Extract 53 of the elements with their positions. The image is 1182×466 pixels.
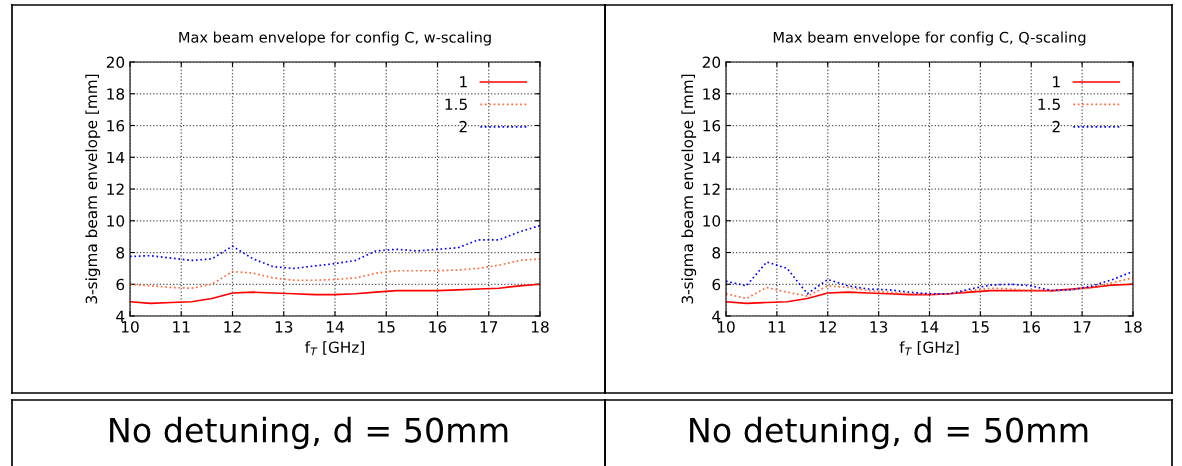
line-series <box>130 224 540 270</box>
y-tick-label: 18 <box>107 88 125 100</box>
y-tick-label: 16 <box>107 119 125 132</box>
x-axis-title: f$_{T}$ [GHz] <box>899 341 959 356</box>
x-tick-label: 17 <box>1074 321 1091 333</box>
y-tick-label: 14 <box>703 151 721 164</box>
legend-label: 2 <box>459 120 467 133</box>
chart-title: Max beam envelope for config C, Q-scaling <box>773 31 1086 46</box>
line-series <box>726 283 1133 305</box>
y-tick-label: 6 <box>116 278 125 291</box>
line-series <box>130 283 540 305</box>
y-tick-label: 4 <box>116 310 125 322</box>
y-tick-label: 14 <box>107 151 125 164</box>
y-tick-label: 4 <box>712 310 721 322</box>
legend-label: 1.5 <box>445 98 467 110</box>
x-tick-label: 13 <box>275 321 293 333</box>
x-tick-label: 17 <box>480 321 498 333</box>
y-tick-label: 10 <box>703 215 721 227</box>
legend-label: 2 <box>1052 120 1060 133</box>
x-tick-label: 16 <box>429 321 447 333</box>
x-tick-label: 12 <box>819 321 836 333</box>
x-tick-label: 12 <box>224 321 241 333</box>
y-tick-label: 20 <box>106 56 125 69</box>
x-tick-label: 13 <box>870 321 888 333</box>
y-tick-label: 12 <box>107 183 124 195</box>
x-tick-label: 14 <box>326 321 344 333</box>
x-tick-label: 15 <box>378 321 395 333</box>
x-axis-title: f$_{T}$ [GHz] <box>305 341 364 356</box>
legend-label: 1.5 <box>1038 98 1060 110</box>
x-tick-label: 18 <box>1124 321 1142 333</box>
chart-title: Max beam envelope for config C, w-scaling <box>179 31 491 46</box>
y-tick-label: 20 <box>702 56 721 69</box>
line-series <box>726 261 1133 295</box>
x-tick-label: 15 <box>972 321 989 333</box>
y-tick-label: 8 <box>712 246 721 259</box>
x-tick-label: 11 <box>173 321 190 333</box>
y-tick-label: 16 <box>703 119 721 132</box>
line-series <box>726 277 1133 300</box>
y-tick-label: 8 <box>116 246 125 259</box>
legend-label: 1 <box>460 76 467 88</box>
text: No detuning, d = 50mm <box>690 416 1088 450</box>
x-tick-label: 16 <box>1023 321 1041 333</box>
legend-label: 1 <box>1053 76 1060 88</box>
y-tick-label: 10 <box>107 215 125 227</box>
y-tick-label: 6 <box>712 278 721 291</box>
y-axis-title: 3-sigma beam envelope [mm] <box>681 74 697 304</box>
text: No detuning, d = 50mm <box>110 416 508 450</box>
y-axis-title: 3-sigma beam envelope [mm] <box>85 74 101 304</box>
y-tick-label: 12 <box>703 183 720 195</box>
x-tick-label: 11 <box>768 321 786 333</box>
x-tick-label: 18 <box>531 321 549 333</box>
y-tick-label: 18 <box>703 88 721 100</box>
x-tick-label: 14 <box>921 321 939 333</box>
